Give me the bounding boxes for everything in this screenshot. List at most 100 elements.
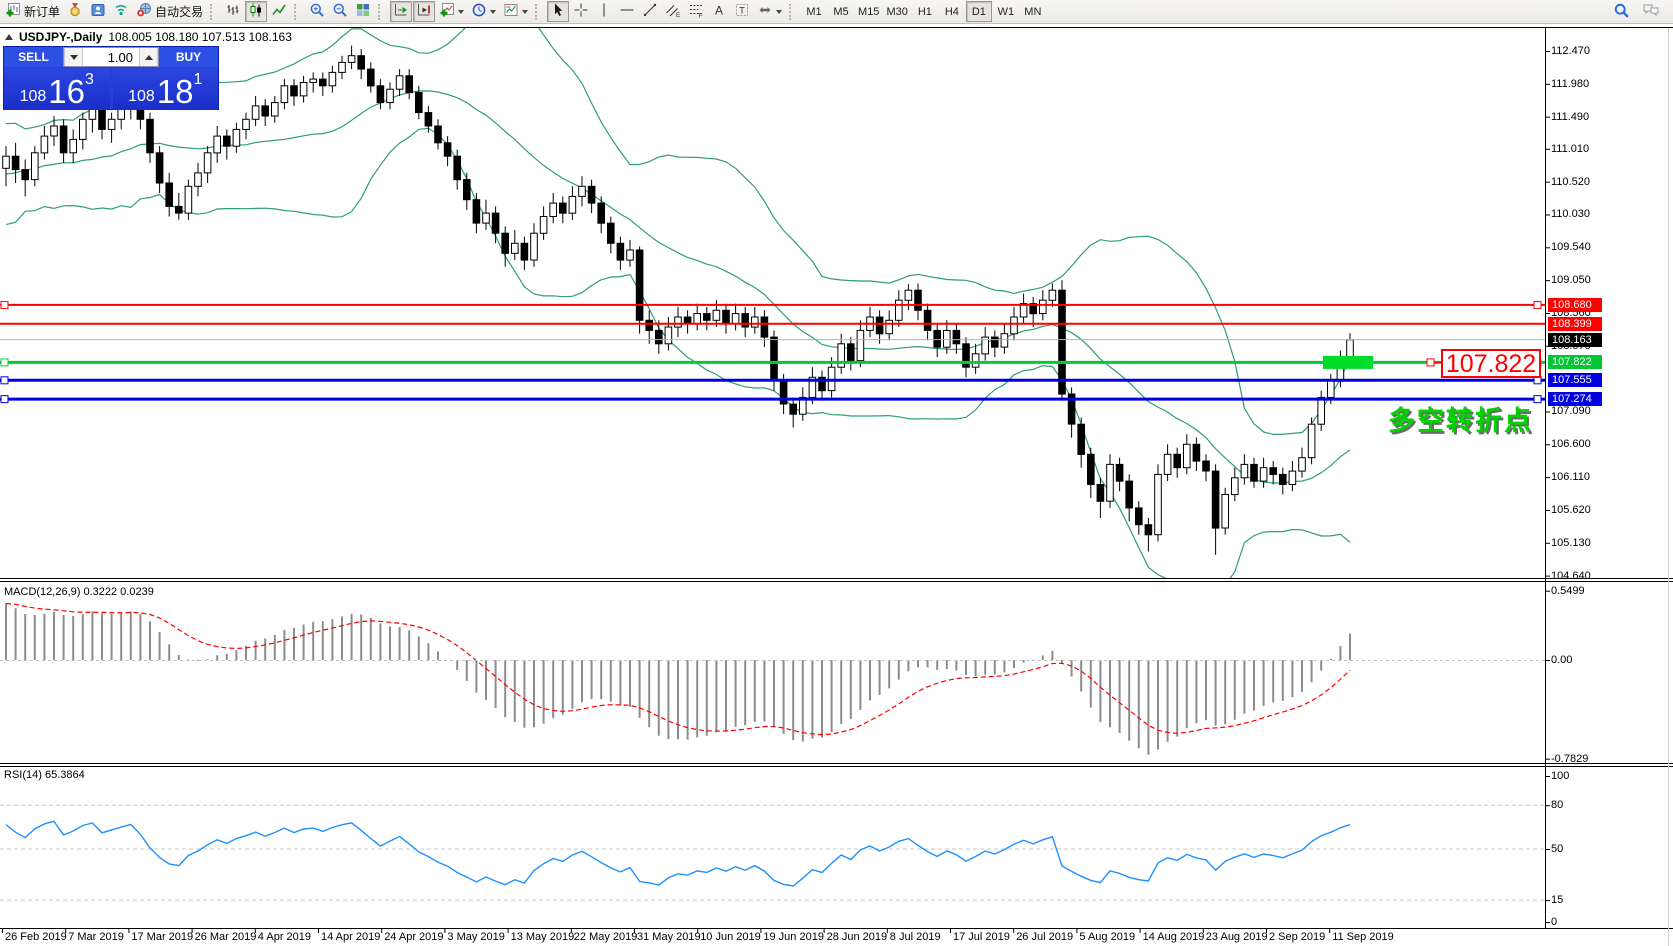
signals-button[interactable] [110,1,132,22]
period-button-D1[interactable]: D1 [965,1,992,22]
tile-windows-icon [355,2,371,21]
candlestick [914,289,922,311]
buy-price-display[interactable]: 108 18 1 [112,68,218,110]
macd-pane[interactable] [5,602,1351,755]
candlestick [1240,463,1249,479]
price-tick-label: 106.110 [1551,471,1590,484]
period-button-H4[interactable]: H4 [939,1,965,22]
date-label: 26 Jul 2019 [1016,931,1074,943]
zoom-in-button[interactable] [306,1,328,22]
line-handle[interactable] [1533,395,1542,404]
chat-icon [1642,2,1660,21]
period-button-MN[interactable]: MN [1020,1,1046,22]
chart-shift-button[interactable] [413,1,436,22]
vertical-line-tool-button[interactable] [593,1,615,22]
search-button[interactable] [1610,1,1633,22]
candlestick [482,212,490,224]
community-icon [90,2,106,21]
turning-point-note[interactable]: 多空转折点 [1388,406,1533,436]
candlestick [1000,333,1009,348]
toolbar-grip [535,3,542,20]
tile-windows-button[interactable] [352,1,374,22]
timeframe-buttons: M1 M5 M15 M30 H1 H4 D1 W1 MN [801,1,1046,22]
candlestick [1279,473,1287,485]
candlestick [1010,316,1018,335]
candlestick-chart-button[interactable] [245,1,268,22]
volume-input[interactable] [83,48,139,66]
chat-button[interactable] [1639,1,1663,22]
line-chart-button[interactable] [268,1,290,22]
buy-button[interactable]: BUY [159,47,218,67]
community-button[interactable] [87,1,109,22]
trendline-tool-button[interactable] [639,1,661,22]
candlestick [69,138,78,154]
candlestick [856,329,865,362]
period-button-H1[interactable]: H1 [912,1,938,22]
sell-price-big: 16 [48,73,85,110]
candlestick [213,135,221,154]
indicators-dropdown-button[interactable] [436,1,467,22]
candlestick [703,313,711,321]
candlestick [107,118,116,130]
bar-chart-button[interactable] [222,1,244,22]
equidistant-channel-tool-button[interactable]: E [662,1,684,22]
history-center-button[interactable] [64,1,86,22]
line-handle[interactable] [1533,300,1542,309]
period-button-W1[interactable]: W1 [993,1,1019,22]
shapes-dropdown-button[interactable] [754,1,785,22]
price-line-label-107.274: 107.274 [1548,392,1602,407]
line-handle[interactable] [0,300,9,309]
autotrading-button[interactable]: 自动交易 [133,1,206,22]
candlestick [1135,507,1143,526]
period-button-M15[interactable]: M15 [855,1,882,22]
line-handle[interactable] [0,376,9,385]
text-tool-button[interactable]: A [708,1,730,22]
candlestick [674,316,682,328]
macd-indicator-label: MACD(12,26,9) 0.3222 0.0239 [4,586,154,598]
new-order-button[interactable]: 新订单 [2,1,63,22]
timeframes-dropdown-button[interactable] [468,1,499,22]
line-handle[interactable] [0,395,9,404]
fibonacci-tool-button[interactable]: F [685,1,707,22]
candlestick [1259,467,1268,482]
candlestick [242,118,250,130]
crosshair-tool-button[interactable] [570,1,592,22]
candlestick [184,185,193,214]
period-button-M1[interactable]: M1 [801,1,827,22]
price-tick-label: 107.090 [1551,405,1591,418]
text-label-tool-button[interactable]: T [731,1,753,22]
chart-shift-icon [416,2,432,21]
chevron-down-icon [776,9,783,14]
horizontal-line-tool-button[interactable] [616,1,638,22]
rsi-scale-label: 100 [1551,770,1570,782]
rsi-pane[interactable] [0,804,1545,901]
highlight-bar[interactable] [1323,355,1373,369]
period-button-M30[interactable]: M30 [883,1,910,22]
sell-price-display[interactable]: 108 16 3 [4,68,110,110]
sell-price-sup: 3 [85,71,94,88]
volume-increase-button[interactable] [139,48,158,66]
macd-scale-label: 0.5499 [1551,584,1585,597]
main-pane[interactable] [0,7,1545,590]
medal-icon [67,2,83,21]
price-text-box[interactable]: 107.822 [1441,349,1541,378]
sell-button[interactable]: SELL [4,47,63,67]
collapse-panel-icon[interactable] [5,34,13,40]
buy-price-prefix: 108 [128,88,155,105]
volume-decrease-button[interactable] [64,48,83,66]
candlestick [693,313,702,325]
candlestick [491,212,500,234]
cursor-tool-button[interactable] [547,1,570,22]
textbox-anchor-handle[interactable] [1426,358,1435,367]
indicators-icon [439,2,455,21]
candlestick [731,313,740,325]
arrows-shapes-icon [757,2,773,21]
search-icon [1613,2,1630,22]
line-handle[interactable] [0,358,9,367]
auto-scroll-button[interactable] [390,1,413,22]
candlestick [203,152,212,174]
templates-dropdown-button[interactable] [500,1,531,22]
zoom-out-button[interactable] [329,1,351,22]
period-button-M5[interactable]: M5 [828,1,854,22]
